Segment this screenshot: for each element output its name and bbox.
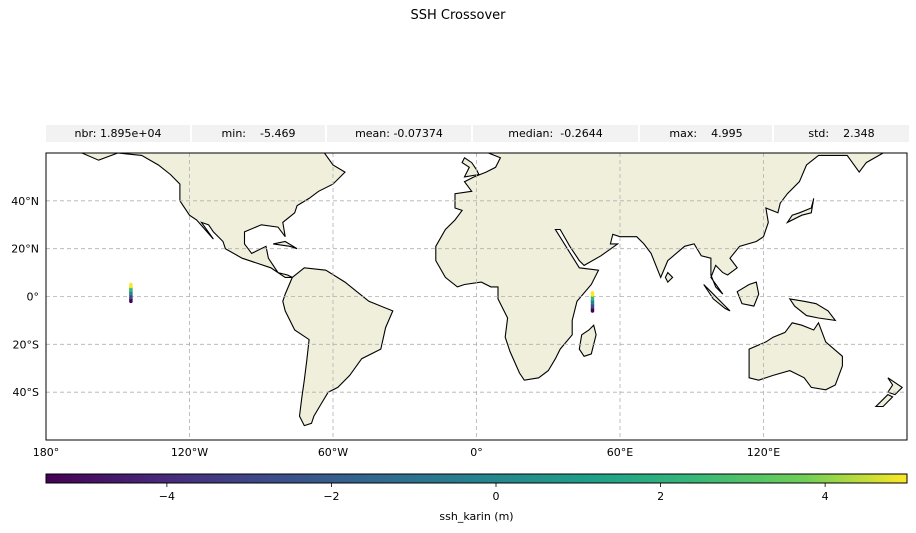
- colorbar-tick-label: −2: [323, 490, 339, 503]
- land-iceland: [419, 139, 443, 144]
- land-africa-eurasia: [435, 153, 886, 381]
- y-tick-label: 20°N: [11, 243, 39, 256]
- x-tick-label: 120°W: [171, 446, 208, 459]
- colorbar-tick-label: 4: [822, 490, 829, 503]
- land-layer: [81, 139, 904, 427]
- y-tick-label: 40°S: [13, 386, 39, 399]
- colorbar-tick-label: −4: [159, 490, 175, 503]
- x-tick-label: 180°: [33, 446, 60, 459]
- gridlines: [46, 153, 907, 440]
- track-point: [590, 291, 595, 295]
- stat-median: median: -0.2644: [473, 125, 638, 142]
- land-new-zealand: [887, 377, 904, 396]
- colorbar-tick-label: 0: [493, 490, 500, 503]
- land-borneo: [736, 281, 760, 307]
- land-greenland: [344, 153, 370, 154]
- x-tick-label: 0°: [470, 446, 483, 459]
- y-tick-label: 20°S: [13, 338, 39, 351]
- land-sumatra: [703, 284, 731, 312]
- land-new-guinea: [788, 298, 837, 322]
- x-tick-label: 120°E: [747, 446, 780, 459]
- stat-nbr: nbr: 1.895e+04: [46, 125, 190, 142]
- x-tick-label: 60°W: [318, 446, 348, 459]
- colorbar-label: ssh_karin (m): [439, 510, 514, 523]
- land-cuba: [273, 240, 298, 250]
- land-uk: [461, 156, 480, 178]
- stat-min: min: -5.469: [192, 125, 325, 142]
- y-tick-label: 0°: [27, 291, 40, 304]
- land-madagascar: [578, 324, 597, 357]
- stat-max: max: 4.995: [640, 125, 772, 142]
- map-frame: [45, 152, 908, 441]
- land-north-america: [81, 153, 346, 278]
- track-point: [129, 282, 133, 287]
- colorbar-ticks: −4 −2 0 2 4: [159, 483, 829, 503]
- land-south-america: [282, 267, 394, 427]
- axis-ticks: 180° 120°W 60°W 0° 60°E 120°E 40°N 20°N 0° 20°S 40…: [11, 195, 780, 459]
- land-sri-lanka: [664, 271, 674, 284]
- stat-mean: mean: -0.07374: [327, 125, 471, 142]
- land-japan: [785, 198, 815, 224]
- data-tracks: [129, 282, 595, 313]
- stats-bar: nbr: 1.895e+04 min: -5.469 mean: -0.07374 m…: [46, 125, 909, 142]
- x-tick-label: 60°E: [607, 446, 633, 459]
- land-australia: [748, 321, 843, 391]
- chart-title: SSH Crossover: [410, 8, 506, 23]
- colorbar: [45, 473, 908, 484]
- stat-std: std: 2.348: [774, 125, 909, 142]
- land-new-zealand-south: [874, 393, 894, 408]
- y-tick-label: 40°N: [11, 195, 39, 208]
- colorbar-tick-label: 2: [657, 490, 664, 503]
